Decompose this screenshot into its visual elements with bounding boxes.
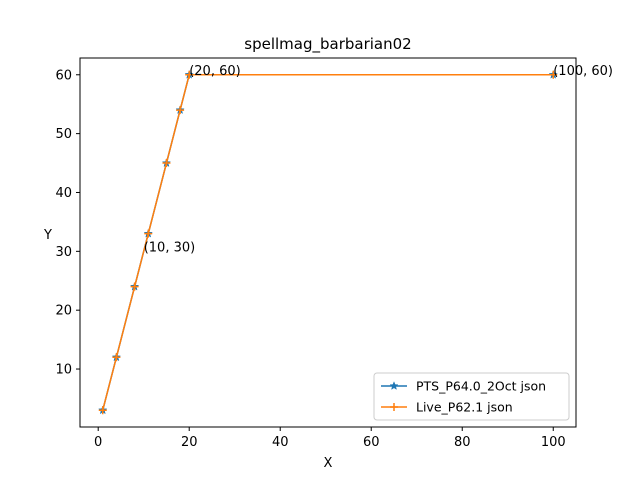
- data-point-series-2: [549, 70, 558, 79]
- data-point-series-2: [112, 353, 121, 362]
- x-tick-label: 60: [363, 435, 380, 450]
- y-tick-label: 10: [55, 363, 72, 378]
- y-tick-label: 20: [55, 304, 72, 319]
- data-point-series-2: [144, 229, 153, 238]
- legend: PTS_P64.0_2Oct json Live_P62.1 json: [373, 372, 570, 421]
- data-point-series-2: [98, 406, 107, 415]
- y-tick-label: 60: [55, 68, 72, 83]
- point-annotations: (10, 30) (20, 60) (100, 60): [144, 64, 613, 256]
- series-line-2: [102, 74, 554, 411]
- data-point-series-2: [162, 159, 171, 168]
- y-axis-title: Y: [43, 228, 52, 243]
- x-tick-label: 40: [272, 435, 289, 450]
- x-tick-label: 0: [94, 435, 102, 450]
- legend-box: [373, 372, 570, 421]
- y-tick-label: 40: [55, 186, 72, 201]
- x-axis-title: X: [324, 456, 333, 471]
- y-tick-label: 50: [55, 127, 72, 142]
- data-point-series-2: [176, 106, 185, 115]
- legend-marker-2: [390, 403, 398, 411]
- x-tick-label: 100: [541, 435, 566, 450]
- data-point-series-2: [130, 282, 139, 291]
- plot-frame: [79, 57, 577, 428]
- point-annotation: (20, 60): [189, 64, 241, 79]
- point-annotation: (100, 60): [553, 64, 613, 79]
- legend-marker-1: [389, 381, 399, 390]
- y-tick-label: 30: [55, 245, 72, 260]
- axis-ticks: 0 20 40 60 80 100 10 20 30 40 50 60: [55, 68, 565, 450]
- data-point-series-2: [185, 70, 194, 79]
- legend-label-1: PTS_P64.0_2Oct json: [416, 379, 546, 394]
- x-tick-label: 20: [181, 435, 198, 450]
- point-annotation: (10, 30): [144, 240, 196, 255]
- plot-marks: [98, 69, 558, 415]
- x-tick-label: 80: [454, 435, 471, 450]
- chart-title: spellmag_barbarian02: [244, 35, 411, 54]
- legend-label-2: Live_P62.1 json: [416, 400, 513, 415]
